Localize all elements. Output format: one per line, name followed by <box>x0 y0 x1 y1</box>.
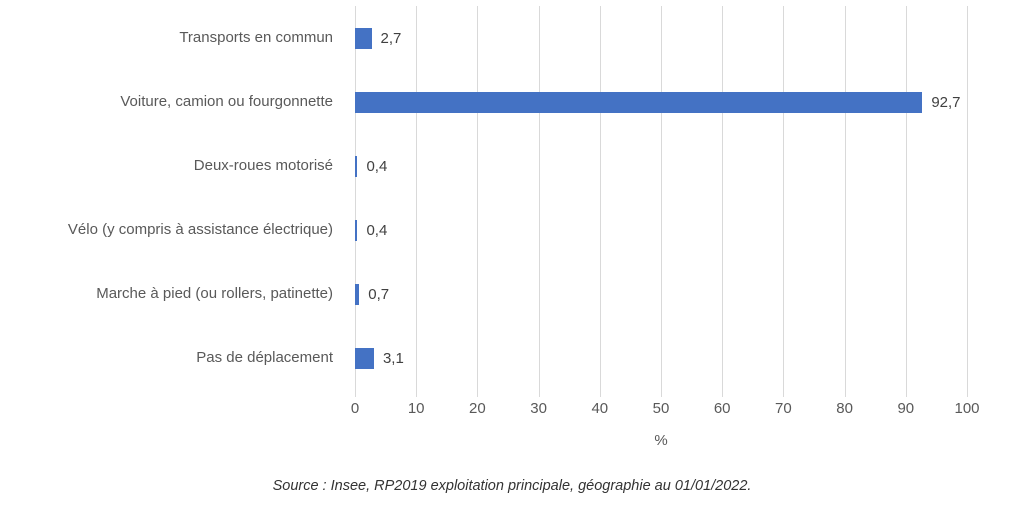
bar <box>355 347 374 369</box>
gridline <box>416 6 418 397</box>
bar <box>355 155 358 177</box>
bar <box>355 283 360 305</box>
bar <box>355 219 358 241</box>
x-tick-label: 90 <box>897 400 915 417</box>
gridline <box>355 6 356 397</box>
category-label: Transports en commun <box>179 29 333 46</box>
gridline <box>477 6 479 397</box>
x-tick-label: 20 <box>469 400 486 417</box>
x-tick-label: 60 <box>713 400 731 417</box>
bar <box>355 27 372 49</box>
plot-area: 2,7 92,7 0,4 0,4 0,7 3,1 <box>355 6 968 397</box>
x-tick-label: 100 <box>954 400 980 417</box>
source-caption: Source : Insee, RP2019 exploitation prin… <box>272 478 752 494</box>
x-tick-label: 0 <box>350 400 360 417</box>
bar-value-label: 0,4 <box>366 221 388 239</box>
bar-value-label: 3,1 <box>382 349 404 367</box>
category-axis: Transports en commun Voiture, camion ou f… <box>0 6 343 390</box>
category-label: Deux-roues motorisé <box>193 157 333 174</box>
gridline <box>905 6 907 397</box>
x-tick-label: 10 <box>407 400 425 417</box>
bar <box>355 91 923 113</box>
bar-value-label: 92,7 <box>931 93 961 111</box>
bar-value-label: 0,4 <box>366 157 388 175</box>
category-label: Pas de déplacement <box>196 349 333 366</box>
category-label: Marche à pied (ou rollers, patinette) <box>96 285 333 302</box>
gridline <box>783 6 785 397</box>
x-axis-title: % <box>654 432 668 449</box>
x-axis: 0 10 20 30 40 50 60 70 80 90 100 <box>351 400 980 420</box>
x-tick-label: 80 <box>836 400 853 417</box>
x-tick-label: 30 <box>530 400 547 417</box>
bar-value-label: 0,7 <box>368 285 390 303</box>
gridline <box>722 6 724 397</box>
category-label: Voiture, camion ou fourgonnette <box>120 93 333 110</box>
gridline <box>844 6 846 397</box>
x-tick-label: 70 <box>775 400 792 417</box>
x-tick-label: 50 <box>652 400 670 417</box>
gridline <box>599 6 601 397</box>
gridline <box>538 6 540 397</box>
category-label: Vélo (y compris à assistance électrique) <box>67 221 333 238</box>
gridline <box>661 6 662 397</box>
x-tick-label: 40 <box>591 400 609 417</box>
gridline <box>967 6 968 397</box>
bar-value-label: 2,7 <box>380 29 402 47</box>
